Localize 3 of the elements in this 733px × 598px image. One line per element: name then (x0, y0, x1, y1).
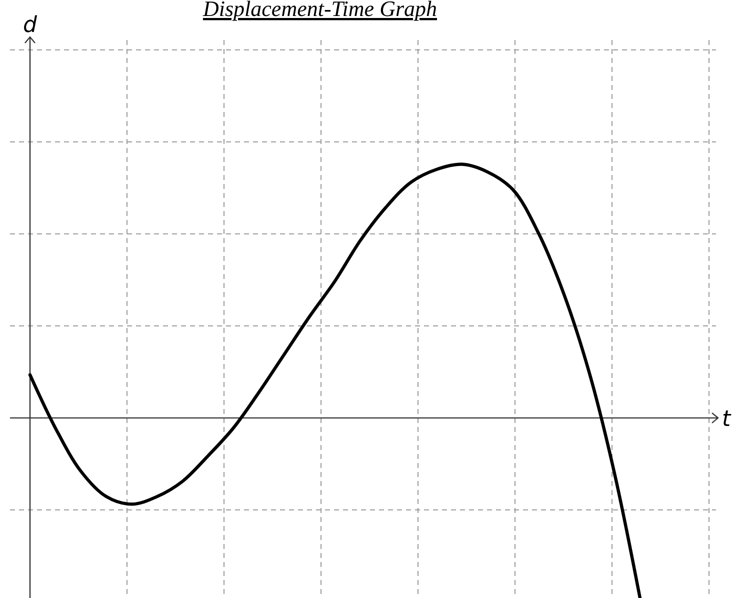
x-axis-title: t (722, 406, 732, 432)
text: d (23, 13, 38, 38)
chart-title: Displacement-Time Graph (202, 0, 438, 21)
